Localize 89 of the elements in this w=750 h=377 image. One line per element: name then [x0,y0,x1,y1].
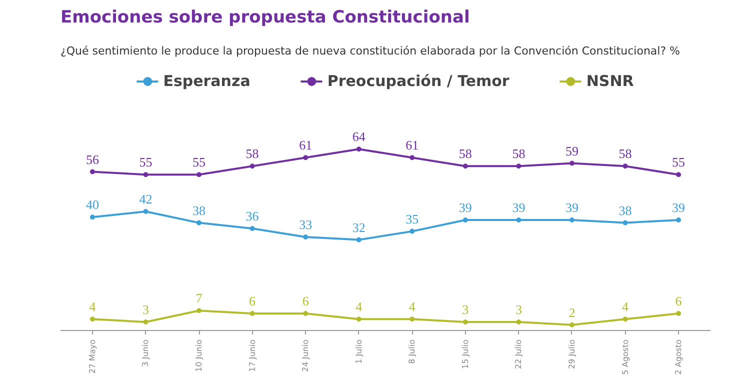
x-tick-label: 15 Julio [460,339,470,369]
data-label: 56 [86,152,100,167]
data-label: 42 [139,191,152,206]
x-tick-label: 24 Junio [301,339,310,372]
data-label: 59 [565,143,578,158]
point [410,155,415,160]
x-tick-label: 17 Junio [248,339,257,372]
data-label: 40 [86,197,99,212]
data-label: 39 [672,200,686,215]
point [462,164,468,169]
point [410,228,415,234]
point [516,164,522,169]
x-tick-label: 10 Junio [194,339,204,372]
data-label: 58 [618,146,632,162]
point [90,169,95,174]
point [676,172,682,178]
data-label: 58 [458,146,472,162]
point [410,316,415,322]
point [676,311,682,316]
data-label: 4 [89,299,96,314]
chart-title: Emociones sobre propuesta Constitucional [60,8,470,28]
point [90,214,95,220]
data-label: 4 [356,299,363,314]
legend-label: NSNR [586,72,634,90]
data-label: 55 [192,154,206,170]
data-label: 36 [246,208,260,224]
data-label: 4 [408,299,416,314]
data-label: 64 [352,129,366,144]
chart-subtitle: ¿Qué sentimiento le produce la propuesta de nueva constitución elaborada por la Convención Constitucional? % [60,44,680,58]
data-label: 7 [196,290,203,306]
point [622,220,628,226]
point [250,226,255,231]
data-label: 58 [512,146,526,162]
point [569,322,574,328]
point [143,172,148,178]
point [622,164,628,169]
point [143,208,148,214]
data-label: 2 [568,304,576,320]
point [196,220,202,226]
point [90,316,95,322]
x-tick-label: 29 Julio [567,339,576,369]
data-label: 61 [406,138,419,153]
x-tick-label: 27 Mayo [88,339,97,374]
point [143,320,148,324]
point [250,311,255,316]
data-label: 35 [406,211,419,226]
data-label: 6 [675,293,682,308]
data-label: 39 [565,200,578,215]
data-label: 6 [302,293,310,308]
point [356,316,362,322]
x-tick-label: 2 Agosto [674,339,684,375]
data-label: 58 [246,146,259,162]
data-label: 61 [299,138,312,153]
point [569,217,574,222]
data-label: 6 [249,293,256,308]
point [356,146,362,152]
legend-label: Esperanza [163,72,250,90]
point [676,217,682,222]
point [516,217,522,222]
point [303,155,308,160]
data-label: 38 [618,202,632,218]
x-tick-label: 8 Julio [408,339,417,364]
data-label: 3 [462,302,469,317]
x-tick-label: 5 Agosto [620,339,630,375]
data-label: 4 [622,299,630,314]
data-label: 55 [139,154,152,170]
x-tick-label: 3 Junio [141,339,150,367]
point [250,164,255,169]
point [569,160,574,166]
data-label: 33 [299,216,312,232]
data-label: 32 [352,220,366,235]
point [356,237,362,242]
legend-label: Preocupación / Temor [327,72,510,90]
point [622,316,628,322]
point [303,311,308,316]
point [462,217,468,222]
point [516,320,522,324]
point [462,320,468,324]
data-label: 3 [142,302,149,317]
point [196,308,202,314]
data-label: 3 [515,302,522,317]
point [196,172,202,178]
point [303,234,308,240]
x-tick-label: 1 Julio [354,339,364,364]
x-tick-label: 22 Julio [514,339,524,369]
data-label: 39 [512,200,526,215]
data-label: 39 [458,200,472,215]
data-label: 38 [192,202,206,218]
data-label: 55 [672,154,686,170]
